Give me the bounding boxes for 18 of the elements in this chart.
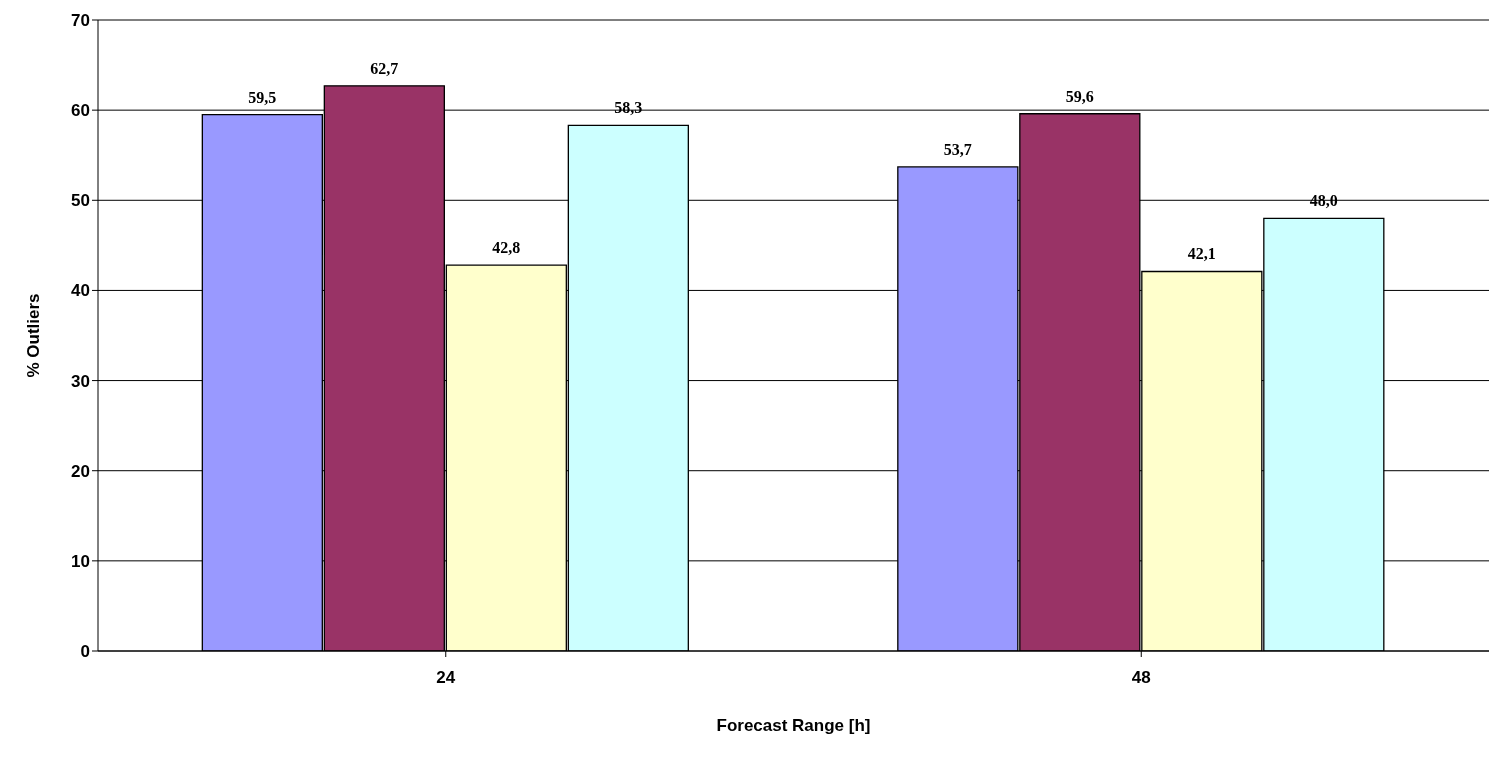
y-tick-label: 30 — [71, 371, 90, 391]
data-label: 42,1 — [1187, 245, 1216, 263]
y-tick-label: 10 — [71, 551, 90, 571]
y-tick-label: 20 — [71, 461, 90, 481]
y-tick-label: 60 — [71, 101, 90, 121]
data-label: 59,6 — [1065, 87, 1094, 105]
y-tick-label: 50 — [71, 191, 90, 211]
y-tick-label: 40 — [71, 281, 90, 301]
data-label: 53,7 — [943, 140, 972, 158]
y-tick-label: 0 — [80, 642, 90, 662]
x-tick-label: 48 — [1131, 668, 1151, 688]
y-axis-title: % Outliers — [24, 293, 44, 378]
data-label: 59,5 — [248, 88, 277, 106]
x-axis-title: Forecast Range [h] — [716, 716, 871, 735]
x-tick-label: 24 — [436, 668, 456, 688]
data-label: 62,7 — [370, 59, 399, 77]
y-tick-label: 70 — [71, 11, 90, 31]
data-label: 42,8 — [492, 239, 521, 257]
